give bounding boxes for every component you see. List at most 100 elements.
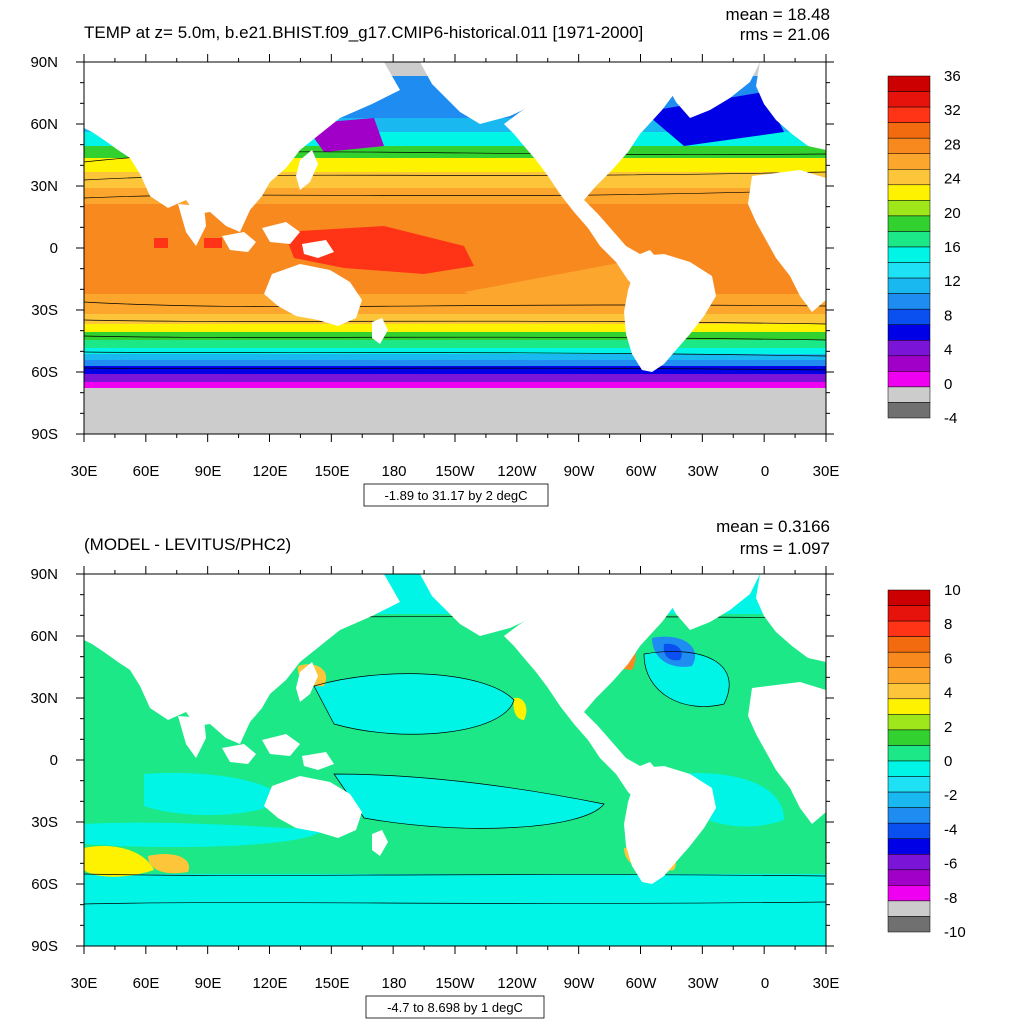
lon-tick-label: 180 xyxy=(381,463,406,480)
lat-tick-label: 0 xyxy=(50,240,58,257)
panel-title: (MODEL - LEVITUS/PHC2) xyxy=(84,535,291,554)
colorbar-label: 36 xyxy=(944,68,961,85)
colorbar-swatch xyxy=(887,760,931,777)
colorbar-swatch xyxy=(887,620,931,637)
lon-tick-label: 30E xyxy=(71,975,98,992)
lon-tick-label: 90E xyxy=(195,975,222,992)
lat-tick-label: 30S xyxy=(31,814,58,831)
colorbar-label: 8 xyxy=(944,616,952,633)
colorbar-swatch xyxy=(887,355,931,372)
colorbar-swatch xyxy=(887,605,931,622)
colorbar-label: 4 xyxy=(944,685,952,702)
lat-tick-label: 30N xyxy=(30,690,58,707)
colorbar-swatch xyxy=(887,714,931,731)
difference-colorbar: 10 8 6 4 2 0 -2 -4 -6 -8 -10 xyxy=(887,582,966,941)
lon-tick-label: 150E xyxy=(314,463,349,480)
colorbar-swatch xyxy=(887,589,931,606)
lon-tick-label: 30W xyxy=(688,463,720,480)
colorbar-swatch xyxy=(887,200,931,217)
lon-tick-label: 120E xyxy=(252,463,287,480)
lon-tick-label: 120W xyxy=(497,463,537,480)
colorbar-swatch xyxy=(887,838,931,855)
lon-tick-label: 90E xyxy=(195,463,222,480)
colorbar-swatch xyxy=(887,153,931,170)
colorbar-swatch xyxy=(887,636,931,653)
colorbar-swatch xyxy=(887,231,931,248)
longitude-axis: 30E 60E 90E 120E 150E 180 150W 120W 90W … xyxy=(71,463,840,480)
temperature-colorbar: 36 32 28 24 20 16 12 8 4 0 -4 xyxy=(887,68,961,427)
mean-stat: mean = 0.3166 xyxy=(716,517,830,536)
colorbar-swatch xyxy=(887,869,931,886)
temperature-map-panel: TEMP at z= 5.0m, b.e21.BHIST.f09_g17.CMI… xyxy=(30,5,961,507)
temperature-field-map xyxy=(84,62,826,434)
difference-map-panel: (MODEL - LEVITUS/PHC2) mean = 0.3166 rms… xyxy=(30,517,966,1019)
colorbar-swatch xyxy=(887,184,931,201)
colorbar-swatch xyxy=(887,900,931,917)
lon-tick-label: 150W xyxy=(435,975,475,992)
colorbar-label: 16 xyxy=(944,239,961,256)
contour-info: -1.89 to 31.17 by 2 degC xyxy=(384,488,527,503)
colorbar-label: 28 xyxy=(944,136,961,153)
colorbar-swatch xyxy=(887,106,931,123)
lat-tick-label: 90N xyxy=(30,566,58,583)
colorbar-swatch xyxy=(887,745,931,762)
lon-tick-label: 60W xyxy=(626,463,658,480)
colorbar-label: -6 xyxy=(944,856,957,873)
colorbar-swatch xyxy=(887,822,931,839)
colorbar-swatch xyxy=(887,651,931,668)
colorbar-swatch xyxy=(887,277,931,294)
colorbar-label: 20 xyxy=(944,205,961,222)
colorbar-label: 8 xyxy=(944,307,952,324)
difference-field-map xyxy=(84,574,826,946)
colorbar-swatch xyxy=(887,308,931,325)
colorbar-label: 12 xyxy=(944,273,961,290)
colorbar-label: 0 xyxy=(944,376,952,393)
lon-tick-label: 30E xyxy=(813,975,840,992)
colorbar-swatch xyxy=(887,698,931,715)
colorbar-swatch xyxy=(887,807,931,824)
colorbar-swatch xyxy=(887,683,931,700)
lon-tick-label: 30E xyxy=(813,463,840,480)
lat-tick-label: 60S xyxy=(31,876,58,893)
lon-tick-label: 60W xyxy=(626,975,658,992)
colorbar-swatch xyxy=(887,371,931,388)
colorbar-swatch xyxy=(887,340,931,357)
colorbar-label: -8 xyxy=(944,890,957,907)
lon-tick-label: 30W xyxy=(688,975,720,992)
mean-stat: mean = 18.48 xyxy=(726,5,830,24)
lat-tick-label: 30S xyxy=(31,302,58,319)
lon-tick-label: 150W xyxy=(435,463,475,480)
colorbar-label: 32 xyxy=(944,102,961,119)
colorbar-swatch xyxy=(887,854,931,871)
lon-tick-label: 180 xyxy=(381,975,406,992)
lat-tick-label: 90S xyxy=(31,426,58,443)
panel-title: TEMP at z= 5.0m, b.e21.BHIST.f09_g17.CMI… xyxy=(84,23,643,42)
latitude-axis: 90N 60N 30N 0 30S 60S 90S xyxy=(30,566,58,955)
colorbar-swatch xyxy=(887,262,931,279)
lon-tick-label: 0 xyxy=(761,975,769,992)
lat-tick-label: 60S xyxy=(31,364,58,381)
colorbar-swatch xyxy=(887,215,931,232)
colorbar-label: -4 xyxy=(944,410,957,427)
lon-tick-label: 30E xyxy=(71,463,98,480)
colorbar-swatch xyxy=(887,729,931,746)
contour-info: -4.7 to 8.698 by 1 degC xyxy=(387,1000,523,1015)
lon-tick-label: 90W xyxy=(564,463,596,480)
colorbar-swatch xyxy=(887,246,931,263)
lon-tick-label: 60E xyxy=(133,463,160,480)
lat-tick-label: 60N xyxy=(30,116,58,133)
colorbar-swatch xyxy=(887,916,931,933)
lon-tick-label: 0 xyxy=(761,463,769,480)
colorbar-swatch xyxy=(887,324,931,341)
rms-stat: rms = 21.06 xyxy=(740,25,830,44)
colorbar-swatch xyxy=(887,667,931,684)
colorbar-swatch xyxy=(887,169,931,186)
colorbar-swatch xyxy=(887,75,931,92)
colorbar-swatch xyxy=(887,885,931,902)
lat-tick-label: 60N xyxy=(30,628,58,645)
colorbar-swatch xyxy=(887,137,931,154)
colorbar-swatch xyxy=(887,791,931,808)
colorbar-label: -4 xyxy=(944,821,957,838)
lon-tick-label: 120W xyxy=(497,975,537,992)
lon-tick-label: 150E xyxy=(314,975,349,992)
